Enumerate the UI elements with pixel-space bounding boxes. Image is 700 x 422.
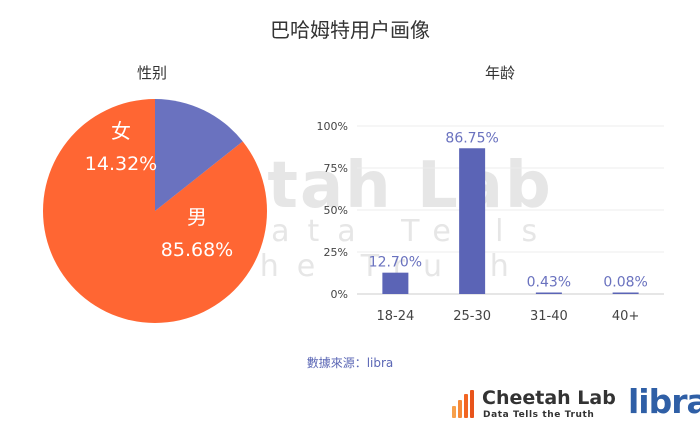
pie-slice-male: [42, 99, 267, 324]
bar-value-label: 12.70%: [369, 255, 422, 271]
y-tick-label: 25%: [324, 246, 348, 259]
cheetah-lab-logo-icon: [452, 390, 478, 418]
page-title: 巴哈姆特用户画像: [270, 18, 430, 42]
x-tick-label: 25-30: [453, 309, 491, 324]
pie-slice-value-label: 85.68%: [161, 239, 233, 261]
source-note: 數據來源：libra: [306, 356, 394, 370]
pie-slice-female: [155, 99, 243, 211]
bar-value-label: 86.75%: [445, 130, 498, 146]
bar-40+: [612, 292, 639, 294]
bar-18-24: [382, 272, 409, 294]
brand-name: Cheetah Lab: [482, 387, 616, 409]
brand-slogan: Data Tells the Truth: [483, 410, 595, 420]
x-tick-label: 18-24: [376, 309, 414, 324]
pie-slice-label: 男: [187, 205, 207, 229]
pie-slice-value-label: 14.32%: [85, 153, 157, 175]
pie-slice-label: 女: [111, 119, 131, 143]
bar-31-40: [535, 292, 562, 294]
y-tick-label: 0%: [331, 288, 348, 301]
x-tick-label: 31-40: [530, 309, 568, 324]
y-tick-label: 50%: [324, 204, 348, 217]
bar-value-label: 0.08%: [603, 275, 647, 291]
partner-logo: libra: [628, 382, 700, 421]
bar-25-30: [459, 148, 486, 294]
bar-chart-title: 年龄: [484, 64, 515, 82]
pie-chart-title: 性别: [136, 64, 167, 82]
y-tick-label: 75%: [324, 162, 348, 175]
x-tick-label: 40+: [612, 309, 639, 324]
bar-value-label: 0.43%: [527, 275, 571, 291]
brand-logo: Cheetah Lab Data Tells the Truth libra: [452, 382, 700, 422]
y-tick-label: 100%: [317, 120, 348, 133]
